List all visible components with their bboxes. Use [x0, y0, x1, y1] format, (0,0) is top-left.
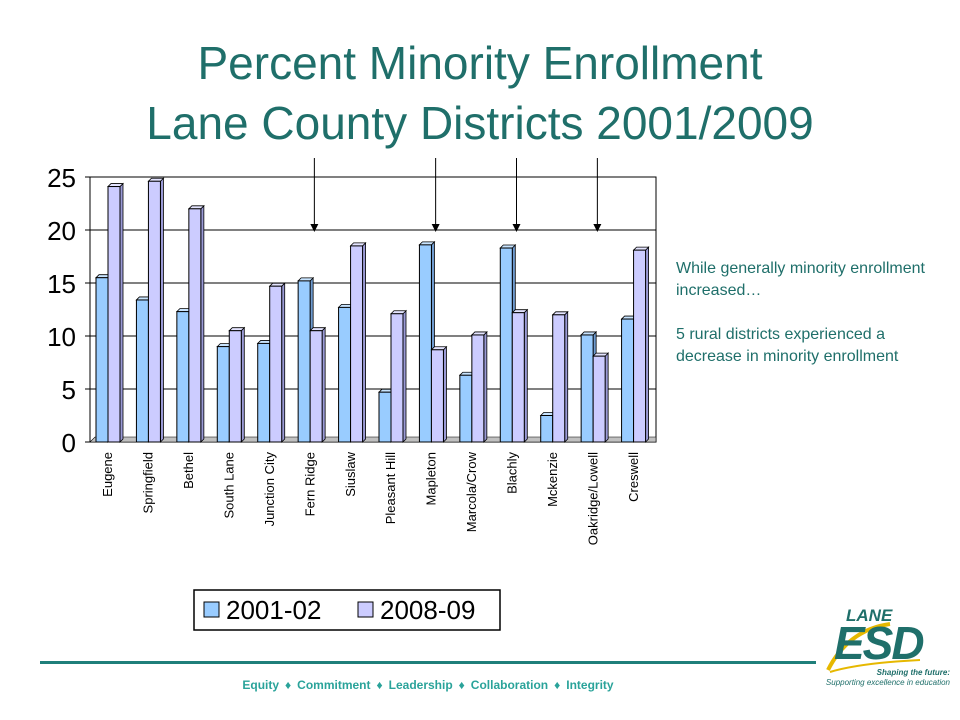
arrow-oakridge-lowell-icon: [593, 158, 602, 232]
bar-marcola-crow-2008-09: [470, 330, 488, 443]
y-tick-0: 0: [62, 428, 76, 458]
plot-frame: [89, 176, 657, 443]
footer-separator-icon: ♦: [285, 678, 292, 692]
logo-tagline-2: Supporting excellence in education: [825, 678, 950, 687]
bar-south-lane-2008-09: [228, 326, 246, 443]
lane-esd-logo: LANE ESD Shaping the future: Supporting …: [820, 606, 950, 687]
bar-pleasant-hill-2008-09: [390, 309, 407, 443]
x-tick-mapleton: Mapleton: [424, 452, 439, 505]
y-tick-labels: 0 5 10 15 20 25: [47, 163, 90, 458]
logo-tagline-1: Shaping the future:: [876, 668, 950, 677]
x-tick-fern-ridge: Fern Ridge: [302, 452, 317, 516]
bar-eugene-2008-09: [107, 182, 124, 443]
side-note-increase: While generally minority enrollment incr…: [676, 260, 925, 299]
title-line-2: Lane County Districts 2001/2009: [146, 97, 814, 149]
arrow-blachly-icon: [512, 158, 521, 232]
x-tick-oakridge-lowell: Oakridge/Lowell: [585, 452, 600, 545]
footer-value-collaboration: Collaboration: [470, 678, 549, 692]
footer-values: Equity ♦ Commitment ♦ Leadership ♦ Collaborati…: [40, 678, 816, 692]
legend-label-2008-09: 2008-09: [380, 595, 475, 625]
bar-blachly-2008-09: [511, 308, 529, 443]
arrow-fern-ridge-icon: [310, 158, 319, 232]
decrease-arrows: [310, 158, 602, 232]
bar-springfield-2008-09: [147, 177, 165, 443]
bar-mapleton-2008-09: [430, 345, 448, 443]
x-tick-marcola-crow: Marcola/Crow: [464, 451, 479, 532]
y-tick-5: 5: [62, 375, 76, 405]
x-tick-siuslaw: Siuslaw: [343, 451, 358, 496]
bar-oakridge-lowell-2008-09: [592, 352, 610, 443]
y-tick-20: 20: [47, 216, 76, 246]
plot-area: [89, 176, 657, 443]
bar-siuslaw-2008-09: [349, 241, 367, 443]
bars: [95, 177, 650, 443]
footer-value-commitment: Commitment: [297, 678, 371, 692]
x-tick-pleasant-hill: Pleasant Hill: [383, 452, 398, 524]
x-tick-eugene: Eugene: [100, 452, 115, 497]
title-line-1: Percent Minority Enrollment: [197, 37, 763, 89]
legend: 2001-02 2008-09: [193, 589, 501, 631]
footer-value-equity: Equity: [242, 678, 280, 692]
footer-value-leadership: Leadership: [388, 678, 453, 692]
footer-value-integrity: Integrity: [566, 678, 614, 692]
footer-separator-icon: ♦: [458, 678, 465, 692]
y-tick-25: 25: [47, 163, 76, 193]
x-tick-creswell: Creswell: [626, 452, 641, 502]
bar-fern-ridge-2008-09: [309, 326, 327, 443]
x-tick-junction-city: Junction City: [262, 452, 277, 527]
bar-creswell-2008-09: [632, 246, 650, 443]
legend-swatch-2008-09: [357, 601, 374, 618]
x-tick-south-lane: South Lane: [222, 452, 237, 519]
x-tick-blachly: Blachly: [505, 452, 520, 494]
legend-label-2001-02: 2001-02: [226, 595, 321, 625]
footer-divider: [40, 661, 816, 664]
legend-box: [193, 589, 501, 631]
logo-esd-text: ESD: [834, 617, 925, 669]
x-tick-labels: Eugene Springfield Bethel South Lane Junctio…: [100, 451, 641, 545]
legend-swatch-2001-02: [203, 601, 220, 618]
arrow-mapleton-icon: [431, 158, 440, 232]
bar-bethel-2008-09: [187, 204, 205, 443]
x-tick-mckenzie: Mckenzie: [545, 452, 560, 507]
x-tick-bethel: Bethel: [181, 452, 196, 489]
footer-separator-icon: ♦: [376, 678, 383, 692]
y-tick-10: 10: [47, 322, 76, 352]
plot-floor: [89, 436, 657, 443]
footer-separator-icon: ♦: [554, 678, 561, 692]
y-tick-15: 15: [47, 269, 76, 299]
bar-junction-city-2008-09: [268, 282, 286, 443]
logo-swoosh-icon: [826, 622, 921, 673]
side-note-decrease: 5 rural districts experienced a decrease…: [676, 326, 899, 365]
logo-lane-text: LANE: [846, 606, 893, 625]
bar-mckenzie-2008-09: [551, 310, 569, 443]
x-tick-springfield: Springfield: [141, 452, 156, 513]
